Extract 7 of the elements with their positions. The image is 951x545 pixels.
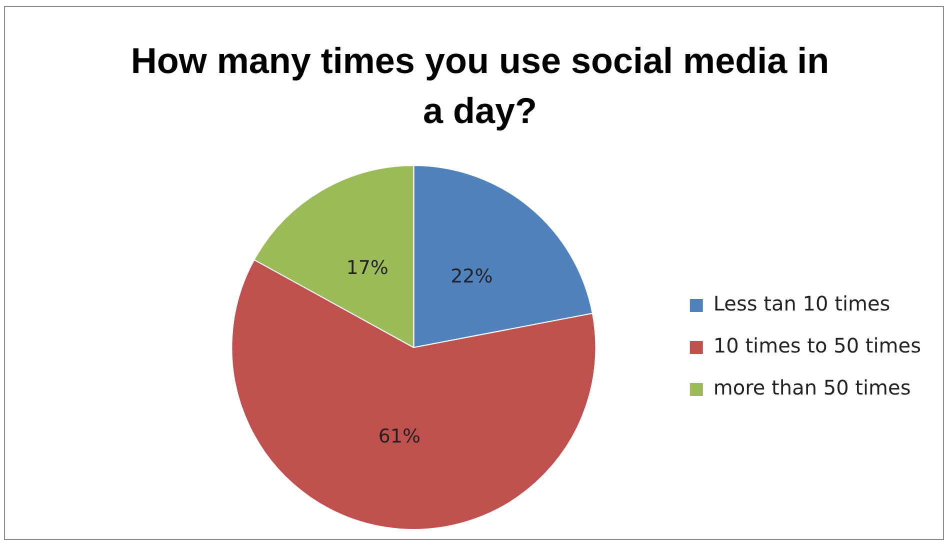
legend-label: 10 times to 50 times <box>713 334 922 358</box>
legend-label: more than 50 times <box>713 376 911 400</box>
data-label: 17% <box>346 257 388 280</box>
data-label: 61% <box>378 425 421 448</box>
data-label: 22% <box>450 265 493 288</box>
chart-title: How many times you use social media in a day? <box>130 39 830 133</box>
legend-label: Less tan 10 times <box>713 292 890 316</box>
